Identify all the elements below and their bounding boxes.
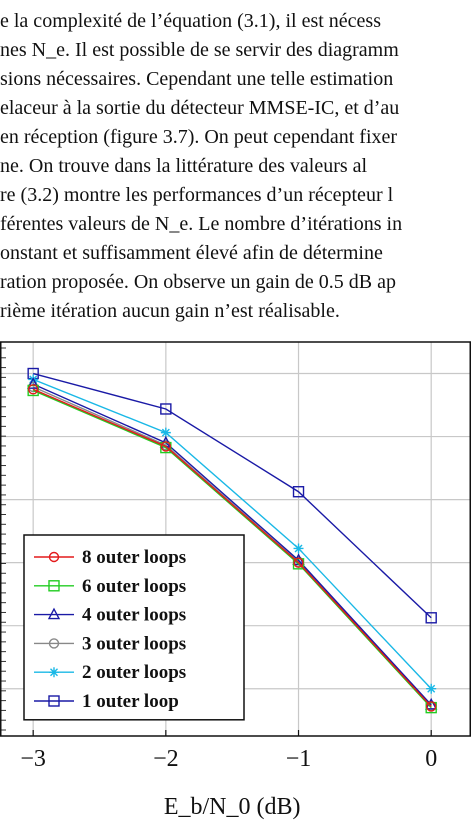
marker-star: [293, 543, 304, 554]
text-line: ne. On trouve dans la littérature des va…: [0, 155, 368, 177]
x-axis-ticks: −3 −2 −1 0: [20, 730, 437, 772]
text-line: nes N_e. Il est possible de se servir de…: [0, 39, 399, 61]
x-tick-label: −3: [20, 746, 46, 772]
legend-entry: 4 outer loops: [34, 605, 186, 626]
legend-entry: 3 outer loops: [34, 633, 186, 654]
marker-square: [425, 612, 437, 624]
series-line: [32, 388, 432, 707]
marker-square: [160, 403, 172, 415]
marker-circle: [160, 441, 172, 452]
legend-box: [23, 534, 245, 721]
legend-entry: 8 outer loops: [34, 547, 186, 568]
legend-label: 8 outer loops: [82, 547, 186, 568]
text-line: en réception (figure 3.7). On peut cepen…: [0, 126, 398, 148]
text-line: sions nécessaires. Cependant une telle e…: [0, 68, 394, 90]
series-line: [32, 378, 432, 690]
marker-circle: [27, 384, 39, 395]
marker-circle: [48, 638, 60, 649]
legend-label: 2 outer loops: [82, 662, 186, 683]
series-8-outer-loops: [27, 384, 437, 712]
marker-circle: [48, 551, 60, 563]
text-line: rième itération aucun gain n’est réalisa…: [0, 300, 340, 322]
marker-square: [292, 486, 305, 498]
line-chart: −3 −2 −1 0 E_b/N_0 (dB) 8 outer loops 6 oute…: [0, 341, 471, 820]
series-line: [32, 372, 432, 619]
x-tick-label: 0: [425, 746, 437, 772]
marker-star: [49, 667, 59, 678]
legend-label: 4 outer loops: [82, 605, 186, 626]
marker-circle: [425, 701, 437, 712]
marker-square: [48, 695, 60, 707]
legend-label: 3 outer loops: [82, 633, 186, 654]
x-tick-label: −1: [286, 746, 312, 772]
marker-star: [160, 427, 171, 438]
text-line: férentes valeurs de N_e. Le nombre d’ité…: [0, 213, 403, 235]
x-tick-label: −2: [153, 746, 179, 772]
marker-triangle: [27, 377, 40, 389]
text-line: elaceur à la sortie du détecteur MMSE-IC…: [0, 97, 400, 119]
legend-entry: 6 outer loops: [34, 576, 186, 597]
text-line: ration proposée. On observe un gain de 0…: [0, 271, 397, 293]
legend: 8 outer loops 6 outer loops 4 outer loops 3…: [23, 534, 245, 721]
marker-circle: [293, 557, 304, 568]
legend-label: 1 outer loop: [82, 691, 179, 712]
text-line: re (3.2) montre les performances d’un ré…: [0, 184, 394, 206]
series-layer: [27, 367, 438, 714]
marker-square: [48, 580, 60, 592]
legend-label: 6 outer loops: [82, 576, 186, 597]
series-line: [32, 389, 432, 709]
series-line: [32, 383, 432, 706]
legend-entry: 2 outer loops: [34, 662, 186, 683]
text-line: e la complexité de l’équation (3.1), il …: [0, 10, 381, 32]
text-line: onstant et suffisamment élevé afin de dé…: [0, 242, 383, 264]
marker-triangle: [47, 607, 61, 620]
plot-frame: [0, 341, 471, 737]
legend-entry: 1 outer loop: [34, 691, 179, 712]
document-text-block: e la complexité de l’équation (3.1), il …: [0, 0, 474, 330]
marker-star: [426, 683, 437, 694]
x-axis-title: E_b/N_0 (dB): [164, 794, 301, 820]
